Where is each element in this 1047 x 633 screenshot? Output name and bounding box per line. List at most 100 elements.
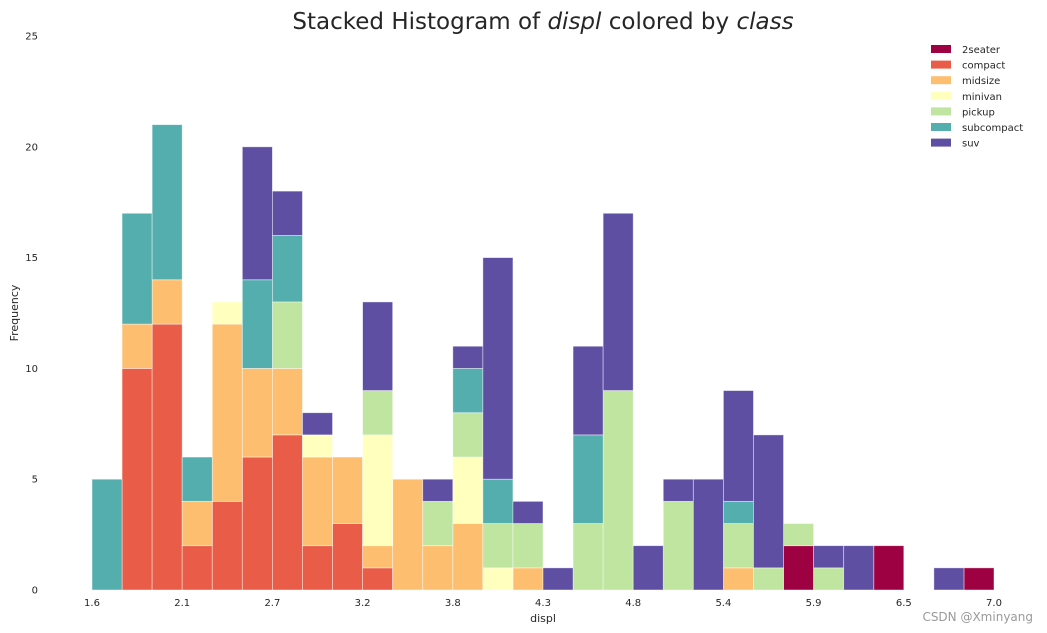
bar-suv: [572, 345, 604, 436]
bar-subcompact: [181, 456, 213, 502]
x-tick-label: 3.2: [355, 598, 371, 609]
chart-title-part: colored by: [601, 9, 736, 35]
bar-compact: [332, 523, 363, 591]
bar-pickup: [452, 412, 484, 458]
legend-label-midsize: midsize: [962, 76, 1000, 87]
bar-subcompact: [271, 235, 303, 303]
x-tick-label: 2.7: [264, 598, 280, 609]
bar-2seater: [873, 545, 905, 591]
bar-minivan: [362, 434, 394, 547]
bar-pickup: [753, 567, 784, 591]
y-tick-label: 25: [25, 32, 38, 43]
y-tick-label: 10: [25, 364, 38, 375]
bar-suv: [422, 478, 454, 502]
legend-label-subcompact: subcompact: [962, 123, 1023, 134]
x-axis-ticks: 1.6 2.1 2.7 3.2 3.8 4.3 4.8 5.4 5.9 6.5 7.0: [84, 598, 1002, 609]
bar-suv: [662, 478, 694, 502]
bar-subcompact: [452, 367, 484, 414]
legend-label-pickup: pickup: [962, 107, 995, 118]
legend-swatch-subcompact: [931, 123, 951, 131]
bar-suv: [843, 545, 875, 591]
bar-compact: [362, 567, 394, 591]
legend-swatch-compact: [931, 60, 951, 69]
chart-title-part: displ: [547, 9, 602, 35]
y-axis-ticks: 0 5 10 15 20 25: [25, 32, 38, 597]
bar-midsize: [452, 523, 484, 591]
bar-midsize: [302, 456, 333, 547]
bar-suv: [723, 390, 754, 502]
bar-midsize: [392, 478, 424, 591]
y-tick-label: 20: [25, 142, 38, 153]
x-tick-label: 6.5: [896, 598, 912, 609]
bar-subcompact: [121, 212, 153, 325]
bar-compact: [151, 323, 183, 591]
chart-title-part: class: [736, 9, 793, 35]
legend-label-suv: suv: [962, 139, 980, 150]
chart-title-part: Stacked Histogram of: [292, 9, 547, 35]
bar-midsize: [121, 323, 153, 369]
bar-pickup: [482, 523, 514, 569]
bar-pickup: [813, 567, 845, 591]
legend-label-2seater: 2seater: [962, 45, 1001, 56]
bar-suv: [482, 257, 514, 480]
bar-suv: [813, 545, 845, 569]
bar-suv: [542, 567, 574, 591]
bar-compact: [121, 367, 153, 591]
bar-minivan: [302, 434, 333, 458]
bar-pickup: [662, 500, 694, 591]
bar-midsize: [241, 367, 273, 458]
x-tick-label: 3.8: [445, 598, 461, 609]
y-axis-label: Frequency: [8, 284, 21, 341]
bar-midsize: [422, 545, 454, 591]
bar-compact: [302, 545, 333, 591]
bar-subcompact: [482, 478, 514, 524]
x-tick-label: 2.1: [174, 598, 190, 609]
bar-subcompact: [151, 124, 183, 281]
legend: 2seater compact midsize minivan pickup subcom…: [931, 45, 1023, 150]
legend-swatch-pickup: [931, 107, 951, 116]
bar-suv: [632, 545, 664, 591]
bar-midsize: [181, 500, 213, 547]
y-tick-label: 5: [32, 475, 38, 486]
bar-midsize: [211, 323, 243, 502]
bar-midsize: [271, 367, 303, 436]
bar-pickup: [723, 523, 754, 569]
x-tick-label: 4.3: [535, 598, 551, 609]
bar-suv: [602, 212, 634, 391]
x-tick-label: 1.6: [84, 598, 100, 609]
bar-suv: [452, 345, 484, 369]
bar-subcompact: [241, 279, 273, 369]
bar-suv: [753, 434, 784, 569]
x-axis-label: displ: [530, 612, 556, 625]
bar-minivan: [452, 456, 484, 524]
bar-2seater: [783, 545, 814, 591]
x-tick-label: 7.0: [986, 598, 1002, 609]
bar-suv: [692, 478, 724, 591]
bar-suv: [362, 301, 394, 391]
bar-subcompact: [91, 478, 123, 591]
bar-pickup: [512, 523, 544, 569]
bar-midsize: [723, 567, 754, 591]
bar-subcompact: [723, 500, 754, 524]
watermark: CSDN @Xminyang: [922, 610, 1033, 624]
bar-subcompact: [572, 434, 604, 524]
bar-suv: [512, 500, 544, 524]
bar-2seater: [963, 567, 995, 591]
x-tick-label: 4.8: [625, 598, 641, 609]
legend-label-compact: compact: [962, 61, 1005, 72]
bar-suv: [302, 412, 333, 436]
legend-label-minivan: minivan: [962, 92, 1002, 103]
bar-compact: [211, 500, 243, 591]
bar-compact: [271, 434, 303, 591]
chart-title: Stacked Histogram of displ colored by cl…: [292, 9, 793, 35]
bar-midsize: [362, 545, 394, 569]
bar-compact: [181, 545, 213, 591]
x-tick-label: 5.9: [806, 598, 822, 609]
bar-pickup: [362, 390, 394, 436]
bar-pickup: [572, 523, 604, 591]
legend-swatch-2seater: [931, 45, 951, 53]
y-tick-label: 15: [25, 253, 38, 264]
bar-suv: [271, 190, 303, 236]
bar-compact: [241, 456, 273, 591]
bar-minivan: [482, 567, 514, 591]
